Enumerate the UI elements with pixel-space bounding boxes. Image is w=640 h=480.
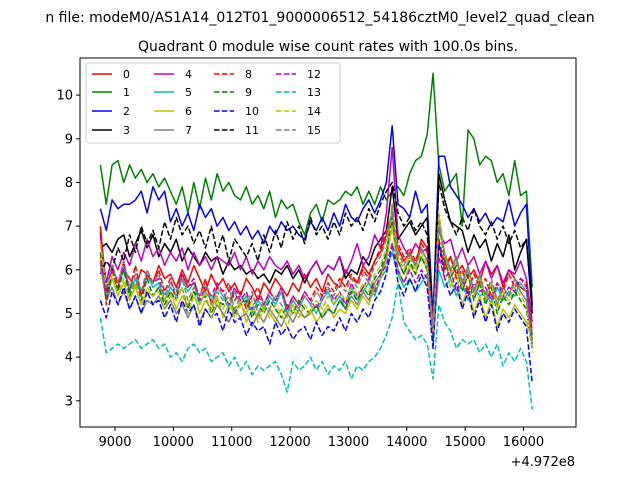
y-tick-label: 7 [65, 220, 73, 235]
legend-label-1: 1 [123, 86, 130, 99]
series-line-9 [99, 216, 533, 349]
x-axis: 9000 10000 11000 12000 13000 14000 15000 16000 [98, 427, 544, 450]
series-line-10 [99, 242, 533, 384]
x-tick-label: 16000 [503, 435, 544, 450]
legend-label-15: 15 [307, 124, 321, 137]
series-line-11 [99, 181, 533, 332]
series-line-4 [99, 146, 533, 323]
series-layer [99, 72, 533, 410]
figure-suptitle: n file: modeM0/AS1A14_012T01_9000006512_… [45, 10, 594, 26]
series-line-2 [99, 124, 533, 319]
legend-label-6: 6 [185, 105, 192, 118]
legend-label-2: 2 [123, 105, 130, 118]
y-tick-label: 4 [65, 351, 73, 366]
y-tick-label: 5 [65, 307, 73, 322]
series-line-15 [99, 207, 533, 340]
legend-label-5: 5 [185, 86, 192, 99]
y-tick-label: 8 [65, 176, 73, 191]
x-tick-label: 14000 [386, 435, 427, 450]
legend-label-14: 14 [307, 105, 321, 118]
legend-label-8: 8 [245, 68, 252, 81]
series-line-7 [99, 203, 533, 345]
legend-label-9: 9 [245, 86, 252, 99]
x-tick-label: 12000 [269, 435, 310, 450]
y-tick-label: 3 [65, 394, 73, 409]
x-tick-label: 11000 [211, 435, 252, 450]
series-line-5 [99, 251, 533, 341]
legend-label-7: 7 [185, 124, 192, 137]
legend-label-10: 10 [245, 105, 259, 118]
legend-label-0: 0 [123, 68, 130, 81]
y-tick-label: 9 [65, 132, 73, 147]
x-tick-label: 13000 [328, 435, 369, 450]
legend-label-3: 3 [123, 124, 130, 137]
series-line-13 [99, 282, 533, 410]
x-offset-label: +4.972e8 [511, 455, 575, 470]
chart-title: Quadrant 0 module wise count rates with … [138, 39, 518, 55]
legend-frame [85, 62, 341, 144]
series-line-1 [99, 72, 533, 288]
plot-area-frame [79, 57, 577, 428]
x-tick-label: 15000 [444, 435, 485, 450]
legend-label-4: 4 [185, 68, 192, 81]
legend-label-11: 11 [245, 124, 259, 137]
series-line-14 [99, 207, 533, 353]
legend-label-12: 12 [307, 68, 321, 81]
y-tick-label: 6 [65, 263, 73, 278]
x-tick-label: 9000 [98, 435, 131, 450]
y-tick-label: 10 [56, 89, 73, 104]
legend-label-13: 13 [307, 86, 321, 99]
y-axis: 3 4 5 6 7 8 9 10 [56, 89, 80, 409]
series-line-0 [99, 221, 533, 336]
x-tick-label: 10000 [153, 435, 194, 450]
